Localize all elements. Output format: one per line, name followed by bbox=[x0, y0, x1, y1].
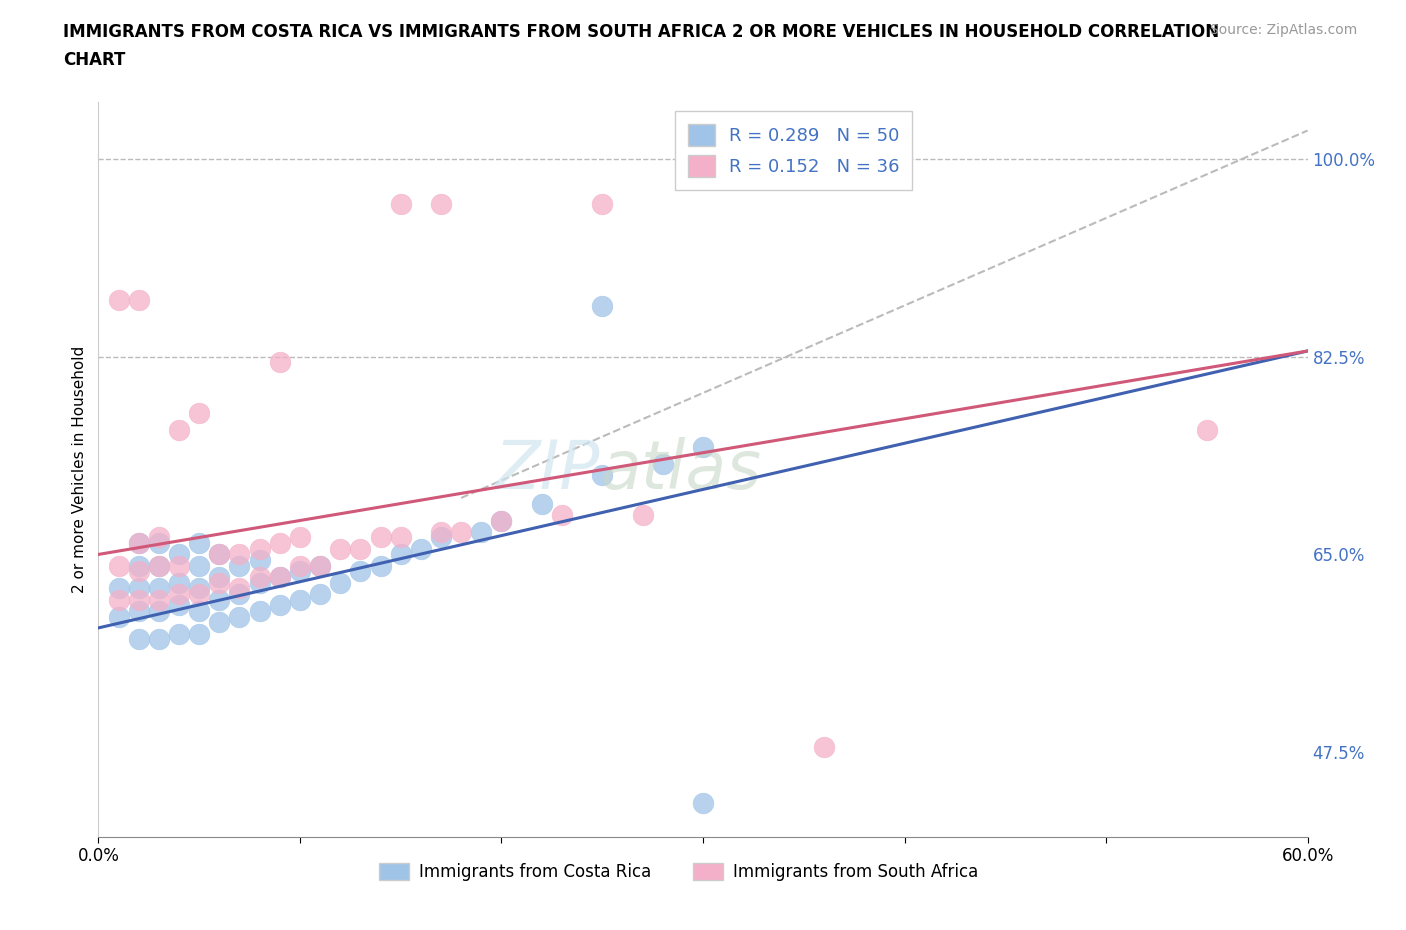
Point bbox=[228, 609, 250, 624]
Point bbox=[208, 592, 231, 607]
Point bbox=[249, 552, 271, 567]
Point bbox=[349, 564, 371, 578]
Point bbox=[167, 547, 190, 562]
Point bbox=[128, 564, 150, 578]
Point bbox=[430, 530, 453, 545]
Point bbox=[288, 558, 311, 573]
Point bbox=[188, 558, 211, 573]
Legend: Immigrants from Costa Rica, Immigrants from South Africa: Immigrants from Costa Rica, Immigrants f… bbox=[373, 856, 986, 887]
Point bbox=[167, 558, 190, 573]
Point bbox=[148, 530, 170, 545]
Point bbox=[107, 581, 129, 596]
Point bbox=[470, 525, 492, 539]
Point bbox=[430, 196, 453, 211]
Point bbox=[249, 541, 271, 556]
Point bbox=[128, 293, 150, 308]
Point bbox=[208, 547, 231, 562]
Point bbox=[107, 558, 129, 573]
Text: Source: ZipAtlas.com: Source: ZipAtlas.com bbox=[1209, 23, 1357, 37]
Text: IMMIGRANTS FROM COSTA RICA VS IMMIGRANTS FROM SOUTH AFRICA 2 OR MORE VEHICLES IN: IMMIGRANTS FROM COSTA RICA VS IMMIGRANTS… bbox=[63, 23, 1219, 41]
Point bbox=[228, 581, 250, 596]
Y-axis label: 2 or more Vehicles in Household: 2 or more Vehicles in Household bbox=[72, 346, 87, 593]
Point bbox=[228, 547, 250, 562]
Point bbox=[389, 196, 412, 211]
Text: CHART: CHART bbox=[63, 51, 125, 69]
Point bbox=[188, 587, 211, 602]
Point bbox=[491, 513, 513, 528]
Point bbox=[128, 581, 150, 596]
Point bbox=[692, 796, 714, 811]
Point bbox=[249, 576, 271, 591]
Point bbox=[208, 547, 231, 562]
Point bbox=[148, 592, 170, 607]
Point bbox=[148, 558, 170, 573]
Point bbox=[107, 609, 129, 624]
Point bbox=[389, 547, 412, 562]
Point bbox=[208, 569, 231, 584]
Point bbox=[148, 604, 170, 618]
Point bbox=[692, 440, 714, 455]
Text: atlas: atlas bbox=[600, 437, 761, 502]
Point bbox=[269, 598, 291, 613]
Point bbox=[208, 615, 231, 630]
Point bbox=[309, 558, 332, 573]
Point bbox=[370, 558, 392, 573]
Point bbox=[288, 530, 311, 545]
Point bbox=[107, 592, 129, 607]
Point bbox=[188, 581, 211, 596]
Point bbox=[188, 626, 211, 641]
Point bbox=[409, 541, 432, 556]
Point bbox=[631, 508, 654, 523]
Point bbox=[591, 299, 613, 313]
Text: ZIP: ZIP bbox=[495, 437, 600, 502]
Point bbox=[128, 536, 150, 551]
Point bbox=[288, 564, 311, 578]
Point bbox=[128, 558, 150, 573]
Point bbox=[167, 576, 190, 591]
Point bbox=[167, 626, 190, 641]
Point bbox=[1195, 422, 1218, 437]
Point bbox=[349, 541, 371, 556]
Point bbox=[128, 604, 150, 618]
Point bbox=[491, 513, 513, 528]
Point bbox=[128, 631, 150, 646]
Point bbox=[389, 530, 412, 545]
Point bbox=[228, 587, 250, 602]
Point bbox=[167, 587, 190, 602]
Point bbox=[148, 558, 170, 573]
Point bbox=[249, 604, 271, 618]
Point bbox=[551, 508, 574, 523]
Point bbox=[651, 457, 673, 472]
Point bbox=[269, 355, 291, 370]
Point bbox=[148, 536, 170, 551]
Point bbox=[530, 496, 553, 511]
Point bbox=[591, 196, 613, 211]
Point bbox=[309, 558, 332, 573]
Point bbox=[450, 525, 472, 539]
Point bbox=[329, 541, 352, 556]
Point bbox=[813, 739, 835, 754]
Point bbox=[269, 569, 291, 584]
Point bbox=[228, 558, 250, 573]
Point bbox=[167, 422, 190, 437]
Point bbox=[208, 576, 231, 591]
Point bbox=[188, 604, 211, 618]
Point bbox=[249, 569, 271, 584]
Point bbox=[591, 468, 613, 483]
Point bbox=[269, 569, 291, 584]
Point bbox=[329, 576, 352, 591]
Point bbox=[128, 592, 150, 607]
Point bbox=[148, 631, 170, 646]
Point bbox=[148, 581, 170, 596]
Point bbox=[188, 405, 211, 420]
Point bbox=[128, 536, 150, 551]
Point bbox=[288, 592, 311, 607]
Point bbox=[167, 598, 190, 613]
Point bbox=[430, 525, 453, 539]
Point bbox=[269, 536, 291, 551]
Point bbox=[309, 587, 332, 602]
Point bbox=[107, 293, 129, 308]
Point bbox=[370, 530, 392, 545]
Point bbox=[188, 536, 211, 551]
